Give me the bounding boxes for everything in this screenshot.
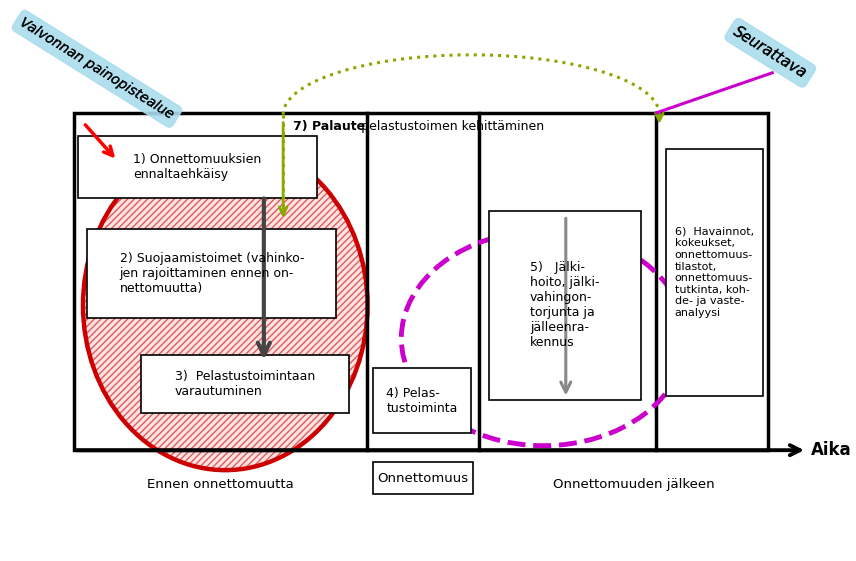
Text: Onnettomuuden jälkeen: Onnettomuuden jälkeen xyxy=(552,478,714,491)
Ellipse shape xyxy=(83,141,367,470)
Text: Valvonnan painopistealue: Valvonnan painopistealue xyxy=(17,16,176,122)
Bar xyxy=(78,136,317,197)
Bar xyxy=(373,462,473,494)
Text: Seurattava: Seurattava xyxy=(731,24,810,81)
Bar xyxy=(666,149,763,396)
Text: 4) Pelas-
tustoiminta: 4) Pelas- tustoiminta xyxy=(386,387,458,415)
Text: Ennen onnettomuutta: Ennen onnettomuutta xyxy=(147,478,294,491)
Bar xyxy=(489,210,641,400)
Bar xyxy=(74,113,769,450)
Bar xyxy=(87,228,336,319)
Text: : pelastustoimen kehittäminen: : pelastustoimen kehittäminen xyxy=(353,120,544,133)
Bar xyxy=(373,369,472,433)
Text: 1) Onnettomuuksien
ennaltaehkäisy: 1) Onnettomuuksien ennaltaehkäisy xyxy=(134,153,261,181)
Text: Valvonnan painopistealue: Valvonnan painopistealue xyxy=(17,16,176,122)
Text: 6)  Havainnot,
kokeukset,
onnettomuus-
tilastot,
onnettomuus-
tutkinta, koh-
de-: 6) Havainnot, kokeukset, onnettomuus- ti… xyxy=(675,227,754,318)
Text: Aika: Aika xyxy=(811,441,852,459)
Bar xyxy=(141,355,348,413)
Text: Seurattava: Seurattava xyxy=(731,24,810,81)
Text: 5)   Jälki-
hoito, jälki-
vahingon-
torjunta ja
jälleenra-
kennus: 5) Jälki- hoito, jälki- vahingon- torjun… xyxy=(530,261,599,350)
Text: Onnettomuus: Onnettomuus xyxy=(377,472,468,485)
Text: 2) Suojaamistoimet (vahinko-
jen rajoittaminen ennen on-
nettomuutta): 2) Suojaamistoimet (vahinko- jen rajoitt… xyxy=(120,252,304,295)
Text: 3)  Pelastustoimintaan
varautuminen: 3) Pelastustoimintaan varautuminen xyxy=(175,370,315,398)
Text: 7) Palaute: 7) Palaute xyxy=(293,120,365,133)
